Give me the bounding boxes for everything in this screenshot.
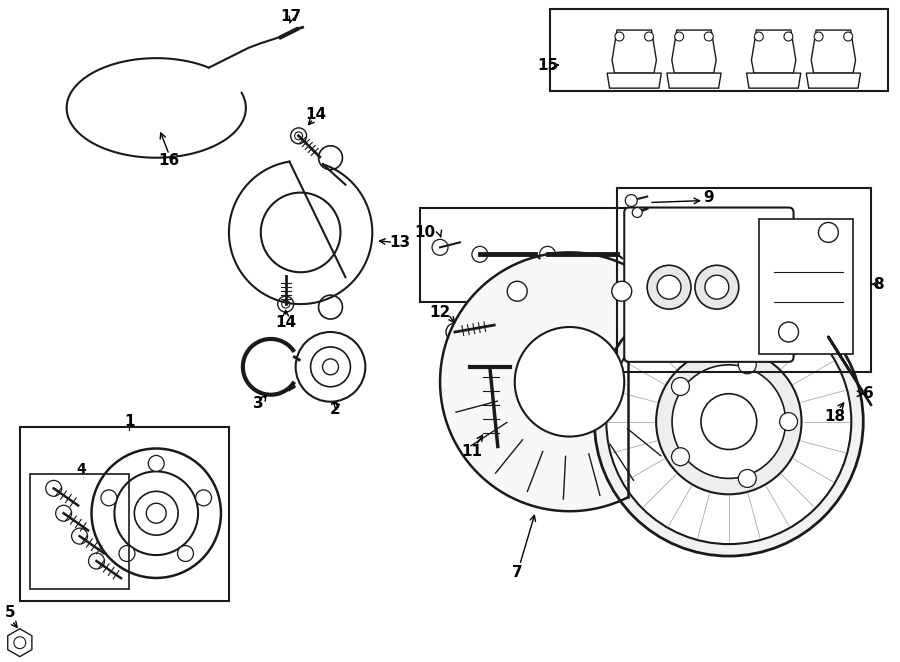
- Text: 18: 18: [824, 409, 845, 424]
- Text: 16: 16: [158, 153, 180, 168]
- Text: 15: 15: [537, 58, 558, 73]
- Text: 10: 10: [415, 225, 436, 240]
- Circle shape: [291, 128, 307, 144]
- Circle shape: [644, 32, 653, 41]
- Circle shape: [626, 195, 637, 207]
- Circle shape: [843, 32, 852, 41]
- Text: 1: 1: [124, 414, 135, 429]
- Circle shape: [671, 448, 689, 465]
- Text: 8: 8: [873, 277, 884, 292]
- Circle shape: [432, 240, 448, 256]
- Polygon shape: [440, 252, 628, 511]
- Text: 2: 2: [330, 402, 341, 417]
- Circle shape: [675, 32, 684, 41]
- Circle shape: [282, 300, 290, 308]
- Circle shape: [738, 356, 756, 374]
- Circle shape: [705, 275, 729, 299]
- Polygon shape: [806, 73, 860, 88]
- Circle shape: [612, 281, 632, 301]
- Text: 5: 5: [4, 605, 15, 620]
- Text: 12: 12: [429, 305, 451, 320]
- Circle shape: [101, 490, 117, 506]
- Circle shape: [195, 490, 212, 506]
- Circle shape: [672, 365, 786, 479]
- Text: 17: 17: [280, 9, 302, 24]
- Polygon shape: [752, 30, 796, 73]
- Circle shape: [472, 246, 488, 262]
- Circle shape: [615, 32, 624, 41]
- Circle shape: [671, 377, 689, 395]
- Polygon shape: [612, 30, 656, 73]
- Bar: [550, 9, 888, 91]
- Circle shape: [778, 322, 798, 342]
- Circle shape: [261, 193, 340, 272]
- Circle shape: [278, 296, 293, 312]
- Circle shape: [14, 637, 26, 649]
- Circle shape: [632, 207, 643, 218]
- Circle shape: [754, 32, 763, 41]
- Circle shape: [818, 222, 839, 242]
- Text: 4: 4: [76, 463, 86, 477]
- Circle shape: [119, 545, 135, 561]
- Text: 11: 11: [462, 444, 482, 459]
- Circle shape: [92, 448, 221, 578]
- Circle shape: [779, 412, 797, 430]
- Circle shape: [319, 295, 343, 319]
- Circle shape: [294, 132, 302, 140]
- Circle shape: [695, 265, 739, 309]
- Circle shape: [738, 469, 756, 487]
- Text: 6: 6: [863, 386, 874, 401]
- Text: 9: 9: [704, 190, 715, 205]
- Polygon shape: [671, 30, 716, 73]
- Circle shape: [319, 146, 343, 169]
- Text: 14: 14: [275, 314, 296, 330]
- Polygon shape: [746, 73, 801, 88]
- Bar: [30, 475, 130, 589]
- Circle shape: [607, 299, 851, 544]
- Text: 14: 14: [305, 107, 326, 122]
- Bar: [420, 207, 629, 302]
- Circle shape: [56, 505, 72, 521]
- Polygon shape: [667, 73, 721, 88]
- Polygon shape: [608, 73, 662, 88]
- Bar: [759, 220, 853, 354]
- Circle shape: [508, 281, 527, 301]
- Circle shape: [114, 471, 198, 555]
- Circle shape: [656, 349, 802, 495]
- Circle shape: [446, 323, 464, 341]
- Bar: [617, 187, 871, 372]
- FancyBboxPatch shape: [625, 207, 794, 362]
- Polygon shape: [811, 30, 856, 73]
- Text: 3: 3: [254, 396, 264, 411]
- Text: 13: 13: [390, 235, 410, 250]
- Text: 7: 7: [512, 565, 523, 581]
- Circle shape: [322, 359, 338, 375]
- Circle shape: [88, 553, 104, 569]
- Circle shape: [148, 455, 164, 471]
- Circle shape: [594, 287, 863, 556]
- Circle shape: [451, 328, 460, 336]
- Circle shape: [657, 275, 681, 299]
- Circle shape: [134, 491, 178, 535]
- Polygon shape: [8, 629, 32, 657]
- Circle shape: [784, 32, 793, 41]
- Circle shape: [310, 347, 350, 387]
- Circle shape: [72, 528, 87, 544]
- Circle shape: [814, 32, 824, 41]
- Circle shape: [701, 394, 757, 449]
- Circle shape: [515, 327, 625, 436]
- Circle shape: [647, 265, 691, 309]
- Bar: [20, 426, 229, 601]
- Circle shape: [177, 545, 194, 561]
- Circle shape: [540, 246, 555, 262]
- Circle shape: [147, 503, 166, 523]
- Circle shape: [296, 332, 365, 402]
- Circle shape: [705, 32, 713, 41]
- Circle shape: [46, 481, 61, 496]
